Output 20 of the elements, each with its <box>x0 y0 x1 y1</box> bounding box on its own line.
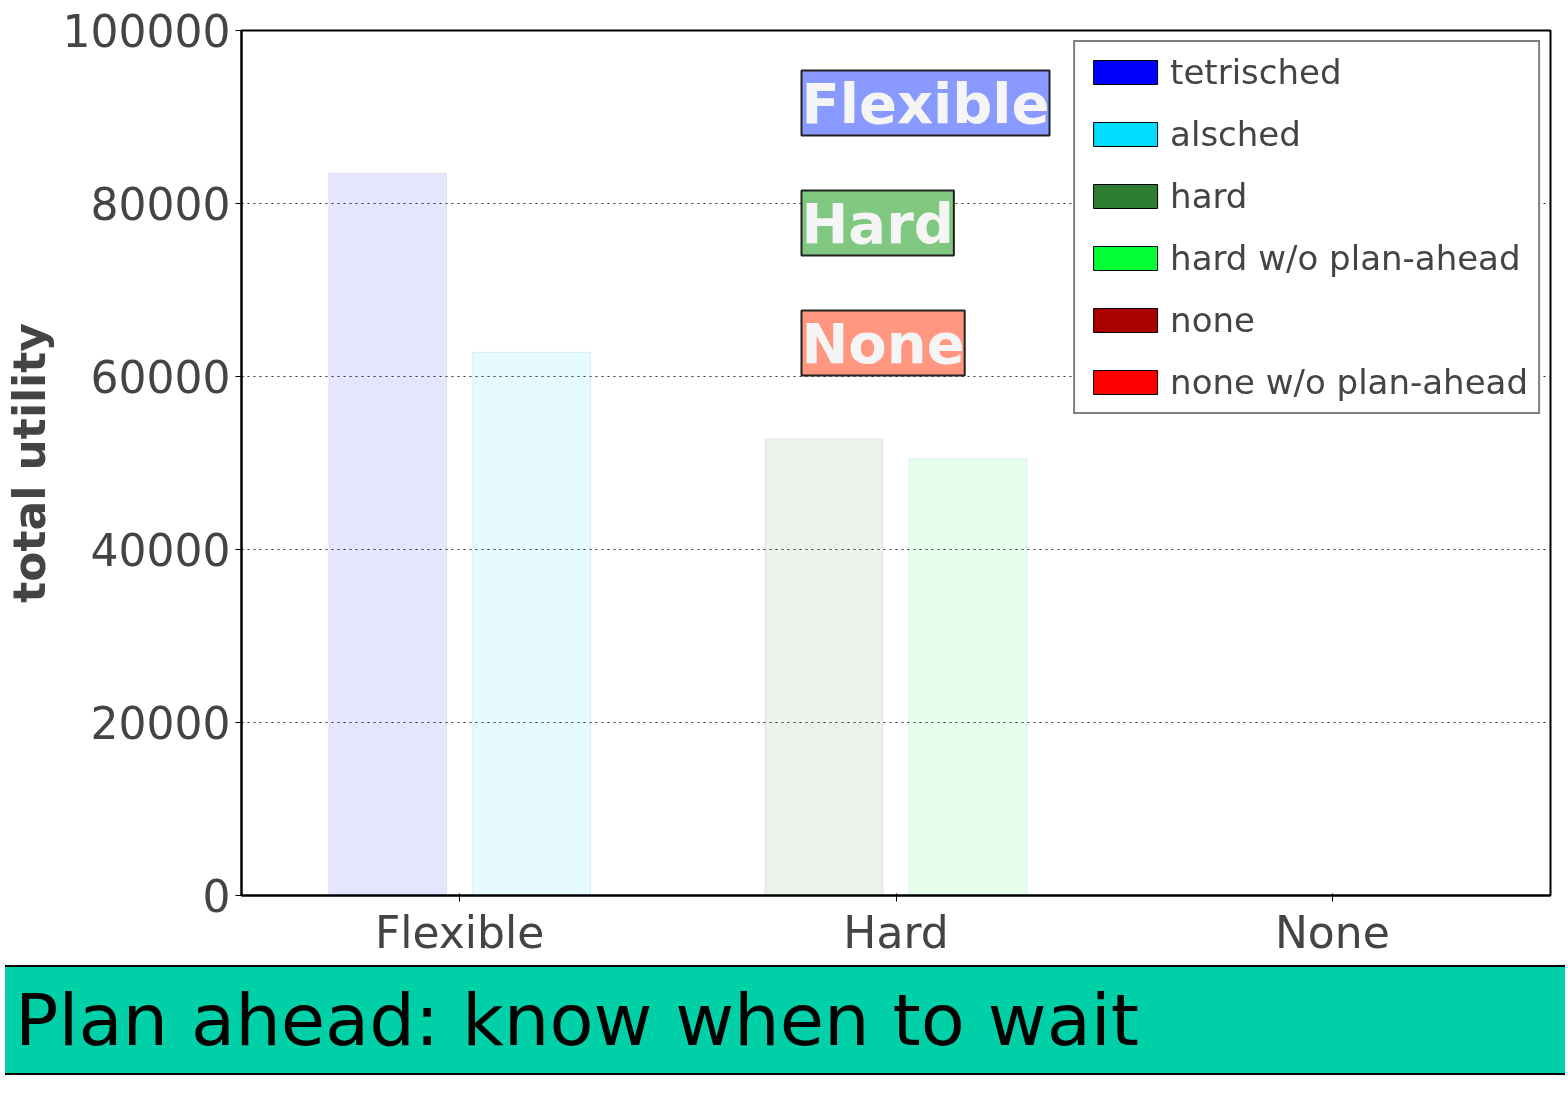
legend-label: tetrisched <box>1170 52 1342 92</box>
x-tick-label: Flexible <box>375 906 545 958</box>
y-tick-label: 40000 <box>90 525 231 576</box>
text: Plan ahead: know when to wait <box>15 977 1139 1064</box>
legend-label: hard <box>1170 176 1248 216</box>
annotation: Hard <box>801 190 954 256</box>
annotation: None <box>801 310 965 376</box>
y-axis-title: total utility <box>3 323 55 603</box>
x-tick-label: None <box>1274 906 1390 958</box>
y-tick-label: 20000 <box>90 698 231 749</box>
y-tick-label: 80000 <box>90 179 231 230</box>
y-tick-label: 60000 <box>90 352 231 403</box>
x-tick-label: Hard <box>843 906 949 958</box>
legend-label: hard w/o plan-ahead <box>1170 238 1521 278</box>
y-tick-label: 100000 <box>62 6 231 57</box>
y-tick-label: 0 <box>202 871 231 922</box>
legend-label: alsched <box>1170 114 1301 154</box>
annotation: Flexible <box>801 70 1050 136</box>
legend-label: none <box>1170 300 1255 340</box>
legend-label: none w/o plan-ahead <box>1170 362 1528 402</box>
